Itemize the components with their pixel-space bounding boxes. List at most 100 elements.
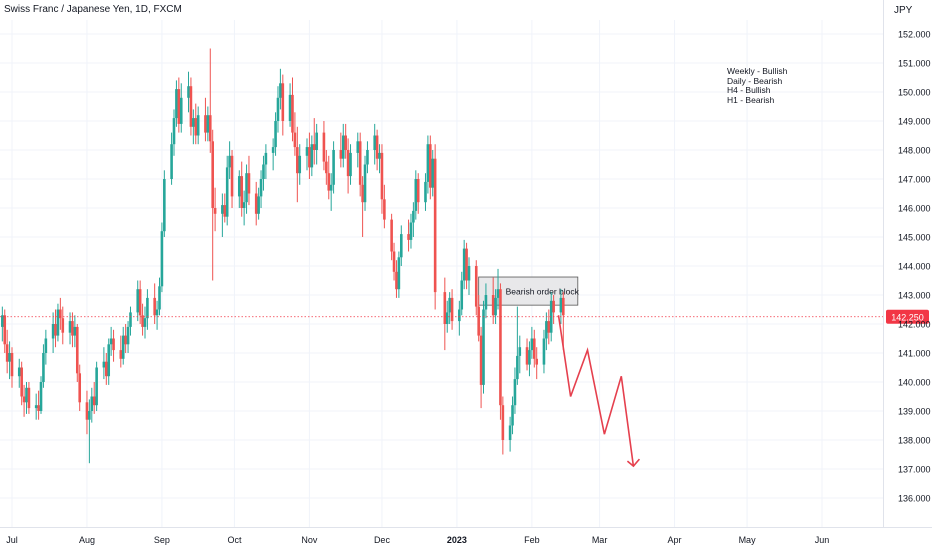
y-tick-label: 143.000 xyxy=(898,291,931,301)
candle-body xyxy=(296,147,299,174)
candle xyxy=(34,393,38,420)
candle xyxy=(5,329,9,374)
candle-body xyxy=(341,135,345,159)
candle-body xyxy=(562,297,565,316)
candle xyxy=(204,97,207,142)
candle-body xyxy=(344,135,347,150)
candle xyxy=(542,329,546,374)
candle xyxy=(160,222,164,293)
candle xyxy=(257,187,260,220)
candle xyxy=(361,176,364,237)
y-tick-label: 137.000 xyxy=(898,465,931,475)
candle-body xyxy=(329,184,333,191)
candle xyxy=(501,396,505,455)
candle xyxy=(136,280,140,322)
candle-body xyxy=(409,222,413,240)
x-tick-label: Oct xyxy=(227,535,242,545)
order-block-label: Bearish order block xyxy=(506,287,580,297)
candle xyxy=(496,268,500,310)
candle-body xyxy=(559,297,563,313)
candle xyxy=(223,193,227,223)
candle xyxy=(450,289,454,330)
candle xyxy=(254,181,258,226)
candle xyxy=(329,173,333,211)
candle-body xyxy=(211,141,214,208)
candle-body xyxy=(121,335,125,359)
candle xyxy=(293,112,297,156)
candle-body xyxy=(175,89,178,119)
candle-body xyxy=(545,321,548,339)
candle-body xyxy=(528,350,531,365)
candle-body xyxy=(223,205,227,217)
candle-body xyxy=(75,326,79,374)
candle-body xyxy=(508,425,512,440)
candle-body xyxy=(172,118,176,145)
candle xyxy=(107,338,111,385)
candle-body xyxy=(366,150,369,165)
candle-body xyxy=(20,367,23,397)
candle xyxy=(8,341,11,380)
candle xyxy=(528,341,531,377)
candle-body xyxy=(494,297,497,316)
candle-body xyxy=(482,309,485,385)
candle xyxy=(358,132,362,197)
candle xyxy=(305,138,309,171)
candle-body xyxy=(407,234,410,240)
candle-body xyxy=(448,297,451,313)
candle-body xyxy=(105,361,108,377)
x-tick-label: Jul xyxy=(6,535,18,545)
y-tick-label: 136.000 xyxy=(898,494,931,504)
candle xyxy=(228,141,231,179)
candle-body xyxy=(339,150,343,159)
candle-body xyxy=(325,161,328,174)
projection-path xyxy=(557,315,635,467)
candle xyxy=(322,121,326,171)
candle-body xyxy=(511,405,514,426)
candle-body xyxy=(358,141,362,185)
candle-body xyxy=(288,94,292,121)
candle-body xyxy=(375,135,379,159)
candle xyxy=(491,277,495,324)
candle-body xyxy=(88,411,91,420)
candle-body xyxy=(160,231,164,287)
candle-body xyxy=(373,135,376,150)
candle-body xyxy=(259,179,263,197)
candle-body xyxy=(276,97,280,121)
y-tick-label: 146.000 xyxy=(898,204,931,214)
candle xyxy=(414,170,418,220)
candle xyxy=(17,358,21,388)
candle-body xyxy=(426,144,430,182)
candle-body xyxy=(27,387,31,409)
candle xyxy=(375,129,379,171)
candle-body xyxy=(274,121,277,148)
candle xyxy=(397,251,401,298)
candle-body xyxy=(37,405,40,411)
candle xyxy=(298,144,302,185)
candle-body xyxy=(119,350,123,359)
candle xyxy=(155,300,159,330)
candle xyxy=(416,173,420,214)
note-daily: Daily - Bearish xyxy=(727,75,783,86)
candle xyxy=(221,193,224,237)
candle-body xyxy=(525,347,529,365)
candle xyxy=(121,326,125,365)
projection-arrowhead xyxy=(626,458,641,468)
candle xyxy=(562,292,565,351)
candle-body xyxy=(206,115,210,133)
candle xyxy=(327,155,331,200)
candle xyxy=(237,170,241,208)
candle xyxy=(516,306,519,385)
candle xyxy=(281,74,285,136)
candle xyxy=(513,367,517,414)
candle-body xyxy=(73,326,77,336)
candle-body xyxy=(513,379,517,406)
candle-body xyxy=(530,338,534,351)
candle xyxy=(211,129,214,281)
candle xyxy=(552,295,555,324)
candle xyxy=(395,260,398,298)
candle xyxy=(71,312,74,348)
candle-body xyxy=(56,309,60,336)
